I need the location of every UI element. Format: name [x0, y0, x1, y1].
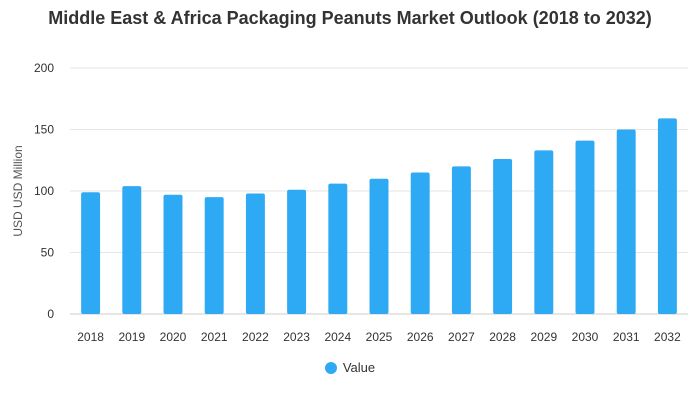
bar-2018[interactable]	[81, 192, 101, 314]
x-tick-label: 2030	[572, 330, 599, 344]
x-tick-label: 2020	[160, 330, 187, 344]
bar-2019[interactable]	[122, 186, 142, 314]
x-tick-label: 2018	[77, 330, 104, 344]
x-axis-ticks: 2018 2019 2020 2021 2022 2023 2024 2025 2026 2027…	[77, 330, 681, 344]
bar-2031[interactable]	[616, 129, 636, 315]
bar-2030[interactable]	[575, 140, 595, 314]
x-tick-label: 2023	[283, 330, 310, 344]
bar-2032[interactable]	[657, 118, 677, 315]
x-tick-label: 2028	[489, 330, 516, 344]
x-tick-label: 2027	[448, 330, 475, 344]
x-tick-label: 2025	[366, 330, 393, 344]
y-tick-label: 150	[34, 123, 54, 137]
legend-label: Value	[342, 360, 376, 375]
y-axis-ticks: 0 50 100 150 200	[34, 61, 54, 321]
x-tick-label: 2032	[654, 330, 681, 344]
bar-2026[interactable]	[410, 172, 430, 314]
y-tick-label: 100	[34, 184, 54, 198]
y-tick-label: 200	[34, 61, 54, 75]
x-tick-label: 2019	[118, 330, 145, 344]
x-tick-label: 2021	[201, 330, 228, 344]
legend-marker-icon	[324, 361, 337, 374]
bar-2027[interactable]	[451, 166, 471, 314]
bar-2025[interactable]	[369, 178, 389, 314]
x-tick-label: 2024	[324, 330, 351, 344]
y-axis-title: USD USD Million	[11, 145, 25, 236]
bar-2020[interactable]	[163, 194, 183, 314]
bar-2029[interactable]	[534, 150, 554, 314]
x-tick-label: 2031	[613, 330, 640, 344]
bar-2023[interactable]	[287, 189, 307, 314]
chart-title: Middle East & Africa Packaging Peanuts M…	[48, 8, 652, 28]
x-tick-label: 2026	[407, 330, 434, 344]
bars	[81, 118, 677, 315]
bar-2028[interactable]	[493, 159, 513, 314]
x-tick-label: 2022	[242, 330, 269, 344]
y-tick-label: 50	[41, 246, 55, 260]
y-tick-label: 0	[47, 307, 54, 321]
x-tick-label: 2029	[530, 330, 557, 344]
legend[interactable]: Value	[0, 360, 700, 375]
bar-2021[interactable]	[204, 197, 224, 314]
bar-2022[interactable]	[245, 193, 265, 314]
bar-2024[interactable]	[328, 183, 348, 314]
